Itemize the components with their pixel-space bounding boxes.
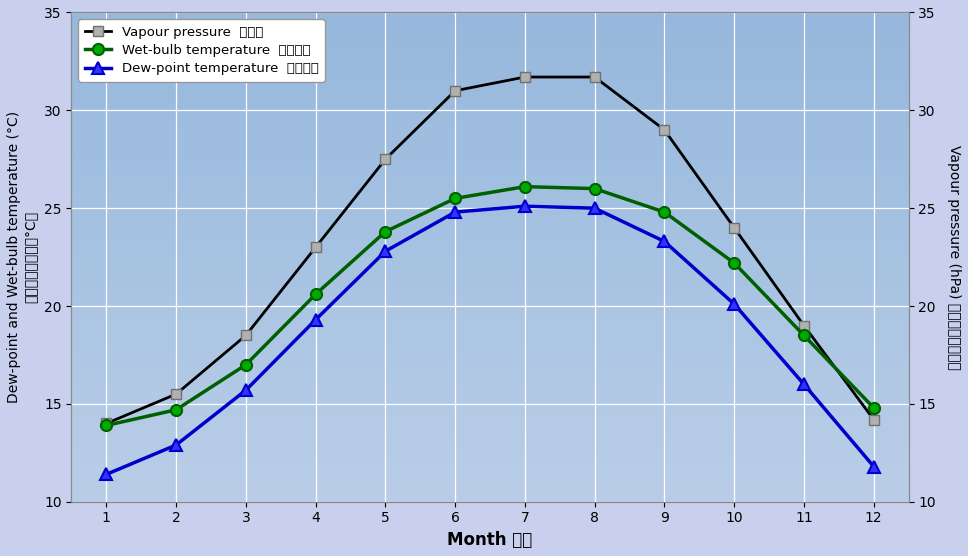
Legend: Vapour pressure  水氣壓, Wet-bulb temperature  濕球温度, Dew-point temperature  露點温度: Vapour pressure 水氣壓, Wet-bulb temperatur… [78,19,325,82]
Y-axis label: Vapour pressure (hPa) 水氣壓（百底巴）: Vapour pressure (hPa) 水氣壓（百底巴） [947,145,961,370]
X-axis label: Month 月份: Month 月份 [447,531,532,549]
Y-axis label: Dew-point and Wet-bulb temperature (°C)
露點及濕球温度（°C）: Dew-point and Wet-bulb temperature (°C) … [7,111,37,403]
